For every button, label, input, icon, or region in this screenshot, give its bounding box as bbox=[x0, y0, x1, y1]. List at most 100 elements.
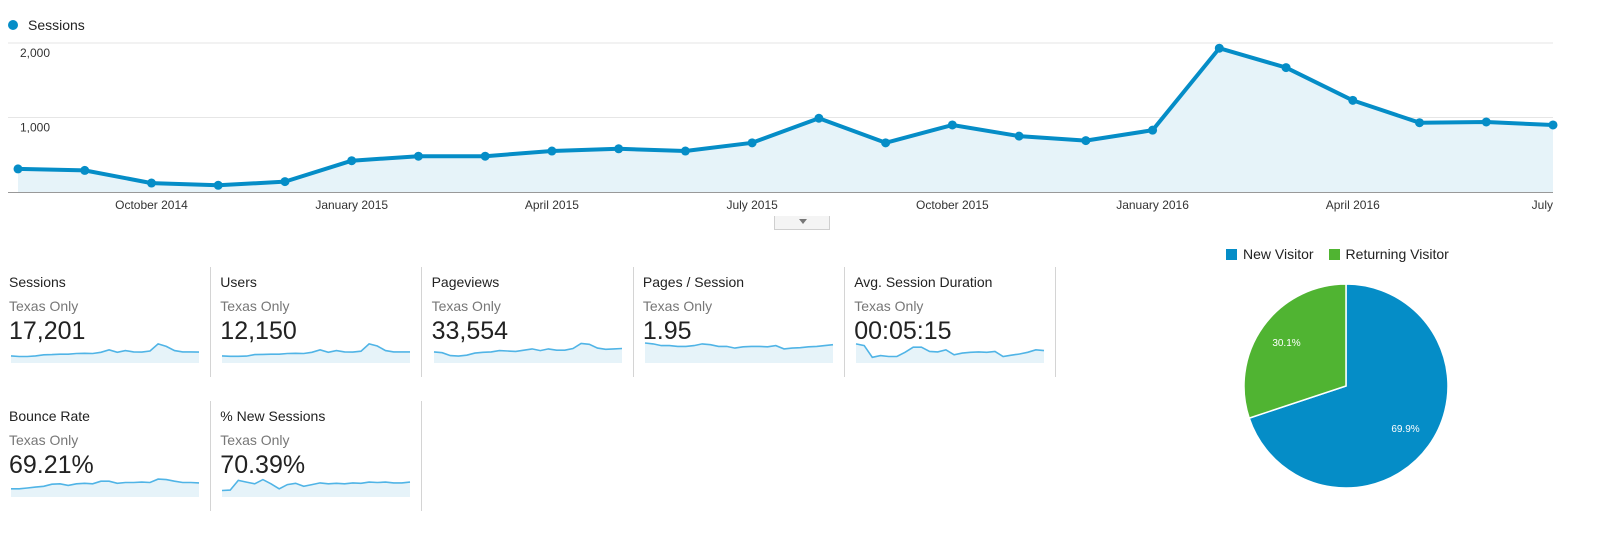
sessions-point[interactable] bbox=[146, 178, 156, 188]
scorecard-pageviews[interactable]: Pageviews Texas Only 33,554 bbox=[423, 267, 634, 377]
sparkline-area bbox=[644, 343, 833, 363]
sessions-point[interactable] bbox=[1148, 125, 1158, 135]
sessions-point[interactable] bbox=[680, 146, 690, 156]
scorecard--new-sessions[interactable]: % New Sessions Texas Only 70.39% bbox=[211, 401, 423, 511]
scorecard-label: Bounce Rate bbox=[9, 408, 90, 424]
scorecard-divider bbox=[210, 267, 211, 377]
sparkline-line bbox=[433, 342, 622, 357]
scorecard-label: Avg. Session Duration bbox=[854, 274, 993, 290]
pie-slice-new-visitor[interactable] bbox=[1248, 283, 1449, 489]
new-visitor-label: New Visitor bbox=[1243, 246, 1314, 262]
scorecard-sparkline bbox=[644, 342, 833, 363]
scorecard-divider bbox=[210, 401, 211, 511]
sessions-area bbox=[18, 48, 1553, 193]
scorecard-bounce-rate[interactable]: Bounce Rate Texas Only 69.21% bbox=[0, 401, 211, 511]
scorecard-label: Users bbox=[220, 274, 257, 290]
sessions-point[interactable] bbox=[1214, 43, 1224, 53]
sessions-point[interactable] bbox=[80, 165, 90, 175]
scorecard-divider bbox=[632, 267, 634, 377]
pie-slice-label: 69.9% bbox=[1391, 424, 1419, 435]
new-visitor-swatch bbox=[1226, 248, 1237, 260]
pie-legend: New Visitor Returning Visitor bbox=[1226, 246, 1464, 262]
sessions-point[interactable] bbox=[347, 156, 357, 166]
scorecard-segment: Texas Only bbox=[9, 432, 79, 448]
scorecard-pages-session[interactable]: Pages / Session Texas Only 1.95 bbox=[634, 267, 845, 377]
pie-slice-label: 30.1% bbox=[1272, 338, 1300, 349]
sparkline-line bbox=[222, 343, 411, 358]
scorecard-sessions[interactable]: Sessions Texas Only 17,201 bbox=[0, 267, 211, 377]
returning-visitor-swatch bbox=[1328, 248, 1340, 260]
sessions-point[interactable] bbox=[1081, 136, 1091, 146]
x-tick-label: April 2016 bbox=[1326, 198, 1380, 212]
sessions-point[interactable] bbox=[280, 177, 290, 187]
sessions-point[interactable] bbox=[1548, 120, 1558, 130]
sessions-line-chart: 2,000 1,000 October 2014 January 2015 April… bbox=[8, 42, 1558, 212]
sparkline-area bbox=[222, 479, 411, 497]
sessions-point[interactable] bbox=[747, 138, 757, 148]
scorecard-segment: Texas Only bbox=[9, 298, 79, 314]
scorecard-value: 1.95 bbox=[642, 317, 692, 345]
scorecard-sparkline bbox=[10, 343, 200, 363]
scorecard-value: 17,201 bbox=[9, 317, 86, 345]
chart-legend: Sessions bbox=[8, 15, 85, 35]
sessions-legend-label[interactable]: Sessions bbox=[28, 17, 85, 33]
sparkline-line bbox=[222, 478, 411, 492]
scorecard-value: 00:05:15 bbox=[854, 317, 952, 345]
scorecard-sparkline bbox=[222, 343, 411, 363]
scorecard-divider bbox=[421, 267, 423, 377]
sparkline-line bbox=[11, 478, 200, 490]
sparkline-area bbox=[11, 479, 199, 497]
sparkline-line bbox=[856, 343, 1045, 359]
sessions-point[interactable] bbox=[814, 113, 824, 123]
y-axis-labels: 2,000 1,000 bbox=[20, 46, 50, 135]
x-tick-label: July bbox=[1532, 198, 1553, 212]
scorecard-segment: Texas Only bbox=[854, 298, 924, 314]
scorecard-sparkline bbox=[11, 478, 200, 497]
scorecard-value: 70.39% bbox=[220, 451, 306, 479]
sessions-point[interactable] bbox=[614, 144, 624, 154]
returning-visitor-label: Returning Visitor bbox=[1345, 246, 1449, 262]
scorecard-label: % New Sessions bbox=[220, 408, 326, 424]
scorecard-segment: Texas Only bbox=[220, 432, 290, 448]
scorecard-users[interactable]: Users Texas Only 12,150 bbox=[211, 267, 423, 377]
sessions-legend-dot bbox=[8, 20, 18, 30]
y-tick-label: 2,000 bbox=[20, 46, 50, 60]
sessions-line bbox=[17, 46, 1554, 188]
sessions-point[interactable] bbox=[480, 151, 490, 161]
sessions-point[interactable] bbox=[1281, 63, 1291, 73]
sessions-point[interactable] bbox=[1415, 118, 1425, 128]
x-tick-label: April 2015 bbox=[525, 198, 579, 212]
sessions-points bbox=[13, 43, 1558, 190]
sparkline-area bbox=[856, 343, 1045, 363]
scorecard-sparkline bbox=[856, 343, 1045, 363]
pie-legend-returning-visitor[interactable]: Returning Visitor bbox=[1328, 246, 1449, 262]
sessions-point[interactable] bbox=[13, 164, 23, 174]
sessions-point[interactable] bbox=[413, 151, 423, 161]
sparkline-line bbox=[644, 342, 833, 350]
scorecard-divider bbox=[843, 267, 845, 377]
x-tick-label: July 2015 bbox=[726, 198, 778, 212]
pie-legend-new-visitor[interactable]: New Visitor bbox=[1226, 246, 1314, 262]
scorecard-sparkline bbox=[433, 342, 622, 363]
sessions-point[interactable] bbox=[1481, 117, 1491, 127]
scorecard-divider bbox=[421, 401, 423, 511]
sessions-point[interactable] bbox=[1348, 95, 1358, 105]
x-tick-label: October 2015 bbox=[916, 198, 989, 212]
sessions-point[interactable] bbox=[881, 138, 891, 148]
x-tick-label: October 2014 bbox=[115, 198, 188, 212]
sparkline-area bbox=[11, 343, 199, 363]
sessions-point[interactable] bbox=[213, 180, 223, 190]
sparkline-line bbox=[10, 343, 200, 358]
sessions-point[interactable] bbox=[1014, 131, 1024, 141]
sessions-point[interactable] bbox=[947, 120, 957, 130]
chevron-down-icon bbox=[799, 219, 807, 224]
pie-slice-returning-visitor[interactable] bbox=[1243, 283, 1347, 420]
chart-collapse-handle[interactable] bbox=[774, 216, 830, 230]
sessions-point[interactable] bbox=[547, 146, 557, 156]
scorecard-avg-session-duration[interactable]: Avg. Session Duration Texas Only 00:05:15 bbox=[845, 267, 1057, 377]
scorecard-value: 33,554 bbox=[431, 317, 509, 345]
scorecard-segment: Texas Only bbox=[431, 298, 501, 314]
scorecard-label: Pageviews bbox=[431, 274, 500, 290]
visitor-type-pie-chart: 69.9% 30.1% bbox=[1243, 283, 1449, 489]
x-axis-labels: October 2014 January 2015 April 2015 July 2… bbox=[115, 198, 1553, 212]
